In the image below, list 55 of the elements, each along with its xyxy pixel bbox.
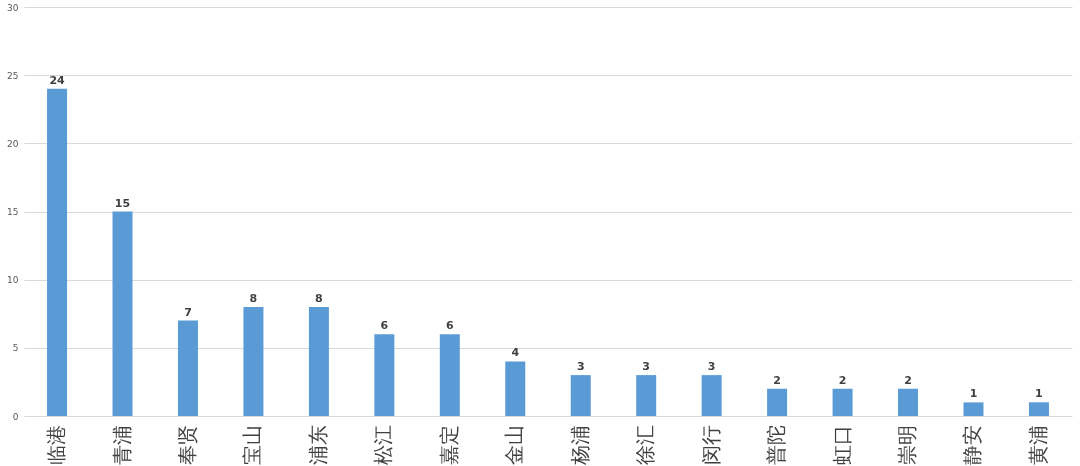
y-tick-label: 0 <box>12 411 19 422</box>
x-tick-label: 虹口 <box>829 424 854 465</box>
x-tick-label: 奉贤 <box>174 424 199 465</box>
data-label: 1 <box>969 387 978 401</box>
x-tick-label: 嘉定 <box>436 424 461 465</box>
y-tick-label: 20 <box>7 138 19 149</box>
data-label: 8 <box>249 291 258 305</box>
bar <box>1028 402 1049 416</box>
data-label: 2 <box>838 373 847 387</box>
x-tick-label: 临港 <box>44 424 69 465</box>
bar <box>177 320 198 416</box>
data-label: 3 <box>576 360 585 374</box>
data-label: 6 <box>380 319 389 333</box>
x-tick-label: 宝山 <box>240 424 265 465</box>
bar <box>439 334 460 416</box>
x-tick-label: 杨浦 <box>567 424 592 466</box>
y-tick-label: 25 <box>7 70 19 81</box>
x-tick-label: 金山 <box>502 424 527 465</box>
data-label: 7 <box>184 305 192 319</box>
x-tick-label: 静安 <box>960 424 985 465</box>
bar <box>767 388 788 416</box>
data-label: 24 <box>49 73 66 87</box>
data-label: 4 <box>511 346 520 360</box>
bar <box>505 361 526 416</box>
data-label: 6 <box>445 319 454 333</box>
bar <box>308 306 329 416</box>
x-tick-label: 闵行 <box>698 424 723 465</box>
data-label: 2 <box>904 373 912 387</box>
y-tick-label: 15 <box>7 207 19 217</box>
y-tick-label: 5 <box>12 343 19 354</box>
data-label: 1 <box>1035 387 1043 401</box>
data-label: 2 <box>773 373 781 387</box>
bar <box>898 388 919 416</box>
data-label: 8 <box>315 291 323 305</box>
bar <box>963 402 984 416</box>
x-tick-label: 浦东 <box>305 424 330 465</box>
x-tick-label: 普陀 <box>764 424 789 465</box>
y-tick-label: 10 <box>7 275 19 286</box>
bar <box>832 388 853 416</box>
data-label: 3 <box>707 360 716 374</box>
x-tick-label: 徐汇 <box>633 424 658 465</box>
bar <box>243 306 264 416</box>
x-tick-label: 松江 <box>371 424 396 465</box>
bar <box>47 88 68 416</box>
x-tick-label: 青浦 <box>109 424 134 465</box>
data-label: 15 <box>114 196 131 210</box>
x-tick-label: 黄浦 <box>1025 424 1050 465</box>
x-tick-label: 崇明 <box>895 424 920 465</box>
data-label: 3 <box>642 360 651 374</box>
y-tick-label: 30 <box>7 2 19 13</box>
bar <box>570 375 591 416</box>
bar <box>636 375 657 416</box>
bar <box>112 211 133 416</box>
bar <box>374 334 395 416</box>
bar <box>701 375 722 416</box>
